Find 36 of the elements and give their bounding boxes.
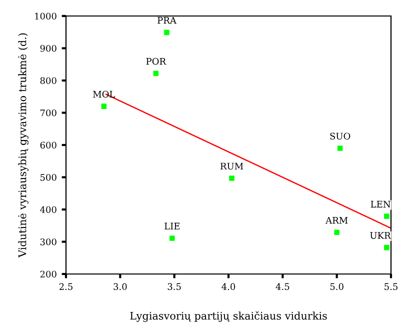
annotation: MOL [93, 90, 116, 98]
point [384, 214, 390, 219]
x-tick-label: 4.0 [222, 283, 236, 290]
y-axis-title: Vidutinė vyriausybių gyvavimo trukmė (d.) [18, 33, 28, 258]
annotation: RUM [220, 162, 244, 170]
y-tick-label: 1000 [35, 12, 56, 20]
annotation: LIE [164, 222, 180, 230]
y-tick-label: 400 [40, 206, 56, 214]
point [384, 244, 390, 250]
y-tick-label: 500 [40, 174, 56, 181]
x-tick-label: 5.5 [384, 283, 398, 290]
x-tick-label: 2.5 [59, 283, 72, 290]
annotation: LEN [370, 200, 390, 208]
point [164, 30, 170, 36]
x-tick-label: 5.0 [330, 283, 344, 290]
y-tick-label: 900 [40, 44, 56, 52]
annotation: ARM [326, 216, 348, 224]
annotation: POR [146, 58, 166, 65]
annotation: PRA [158, 17, 177, 24]
point [101, 104, 107, 109]
x-axis-title: Lygiasvorių partijų skaičiaus vidurkis [130, 311, 327, 322]
y-tick-label: 200 [40, 270, 56, 278]
x-tick-label: 3.0 [114, 283, 127, 290]
x-tick-label: 3.5 [168, 283, 181, 290]
point [153, 70, 159, 76]
point [229, 176, 234, 181]
y-tick-label: 600 [40, 142, 56, 149]
point [334, 230, 340, 236]
x-tick-label: 4.5 [276, 283, 290, 290]
y-tick-label: 800 [40, 77, 56, 84]
point [170, 236, 175, 241]
y-tick-label: 300 [40, 238, 56, 246]
annotation: UKR [370, 232, 392, 239]
y-tick-label: 700 [40, 109, 56, 116]
annotation: SUO [330, 132, 350, 140]
point [337, 146, 343, 151]
